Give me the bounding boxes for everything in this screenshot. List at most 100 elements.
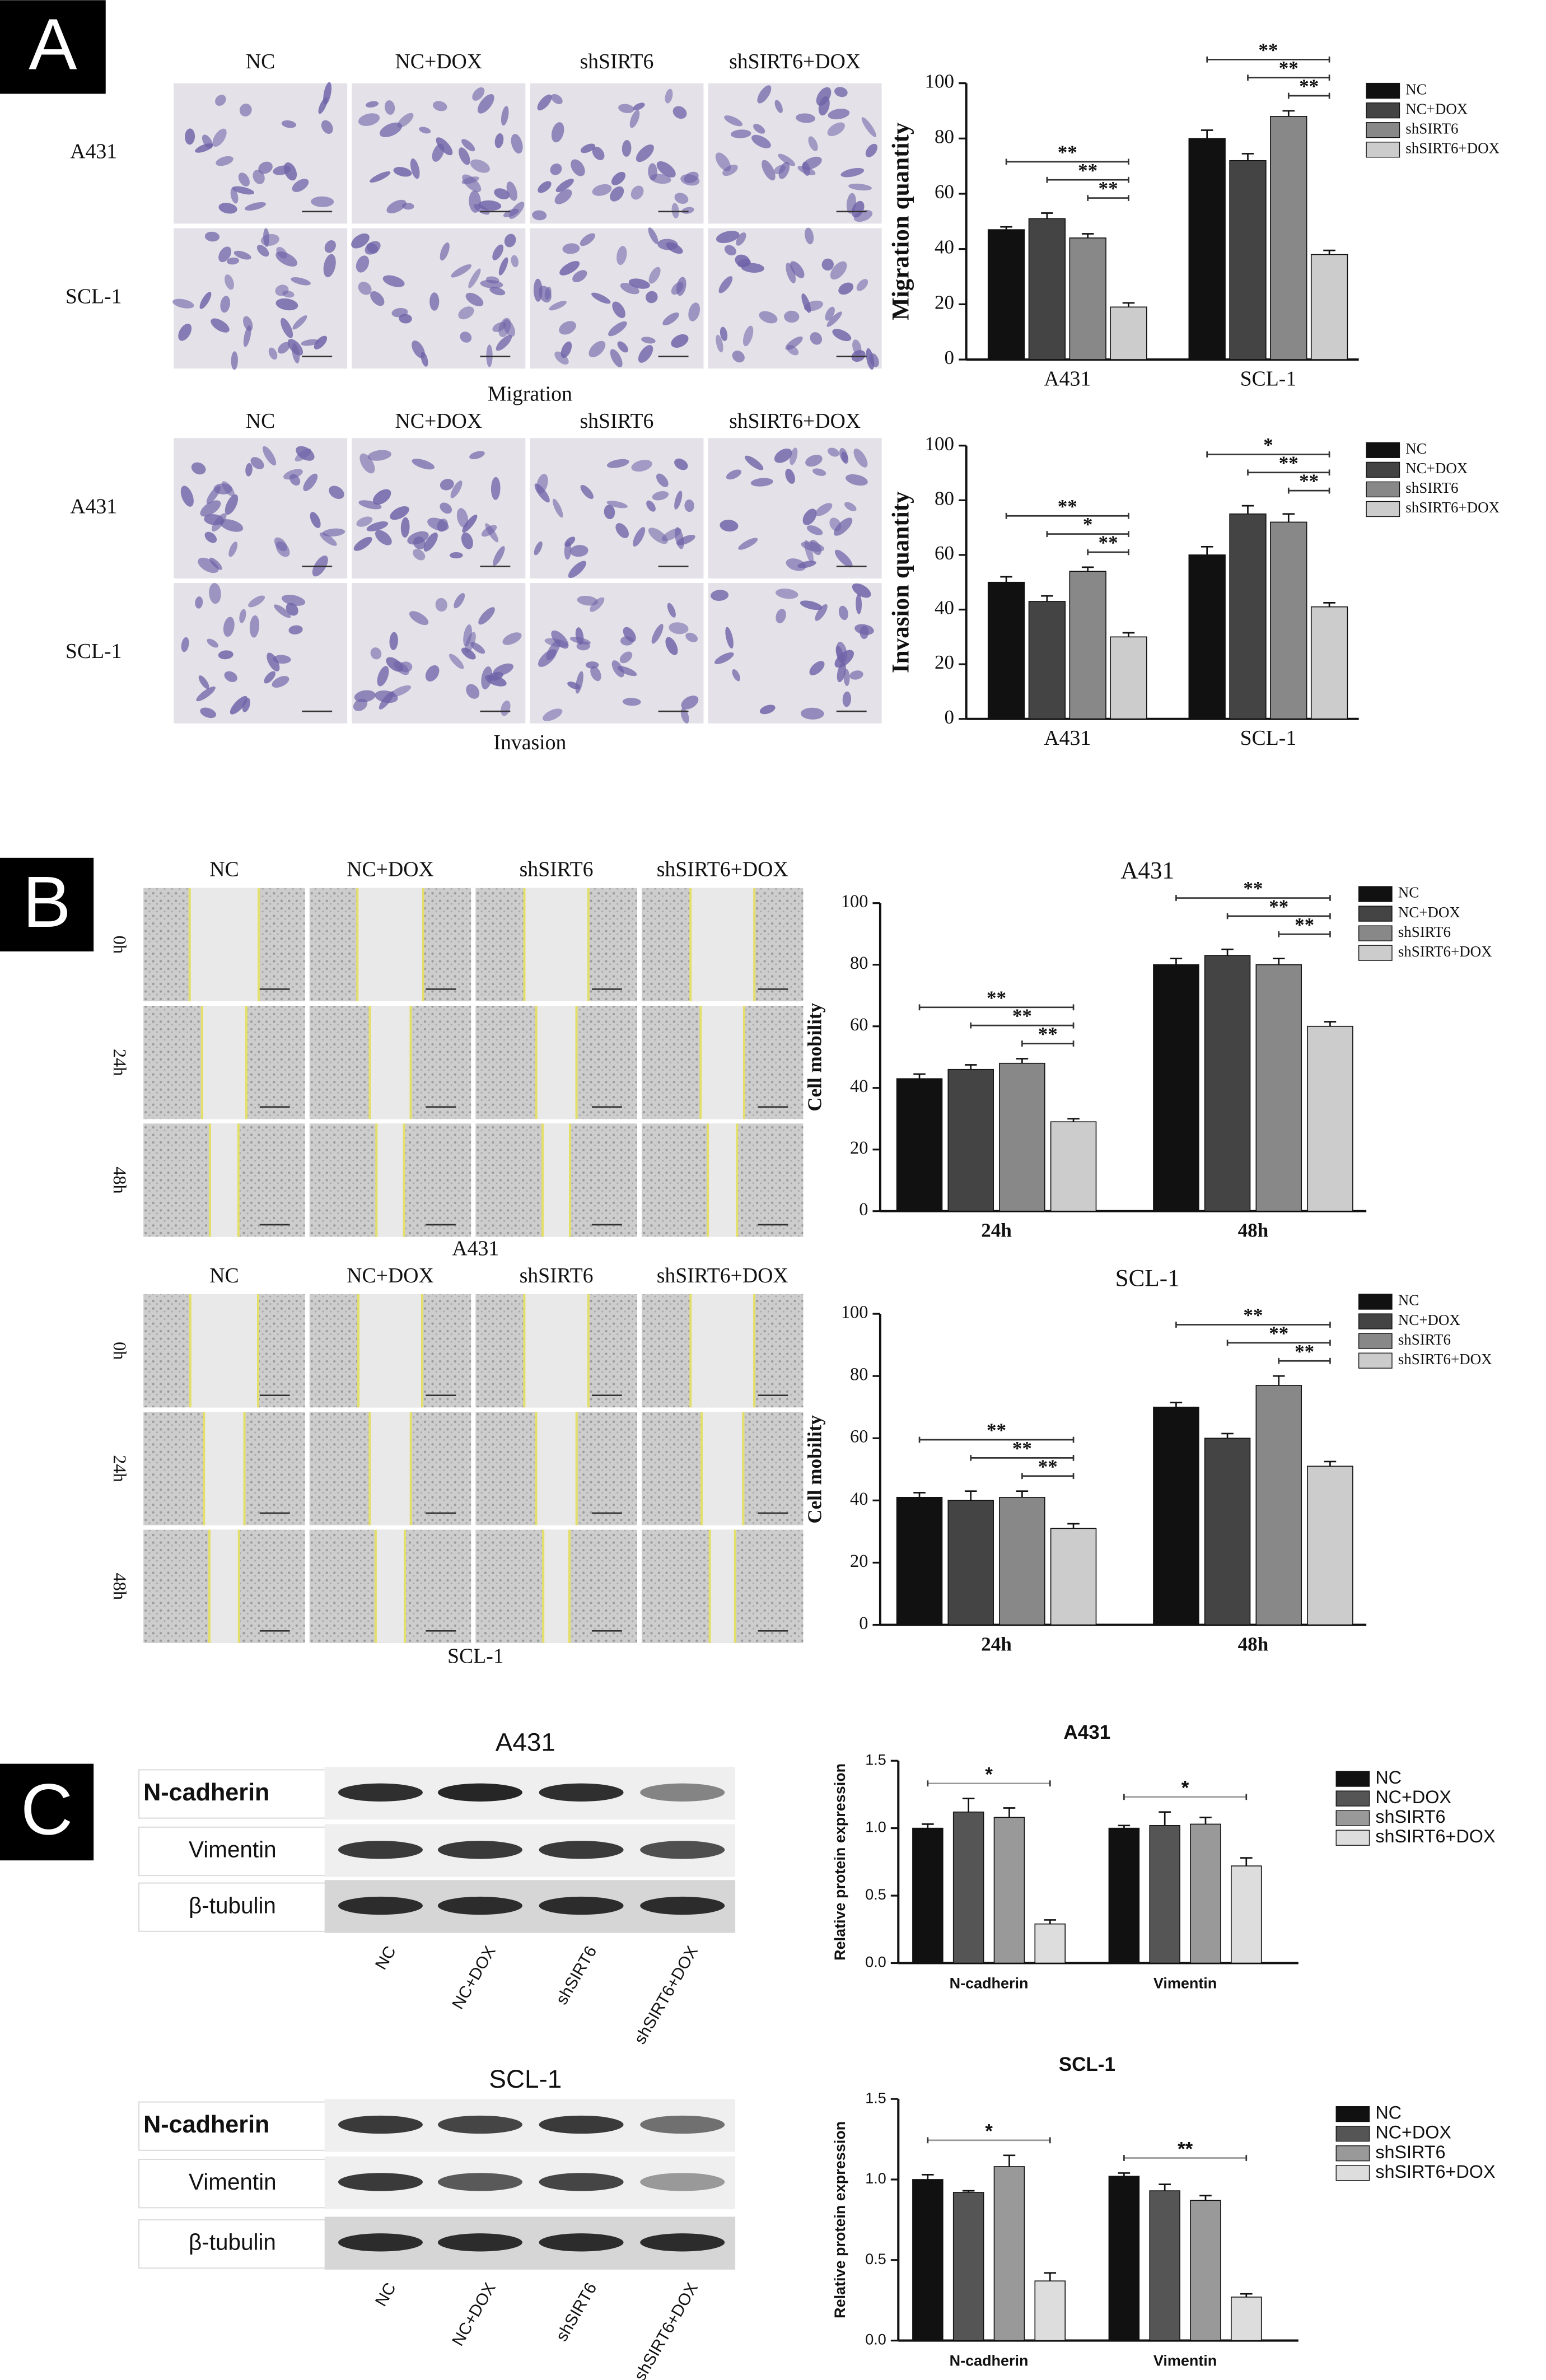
cell xyxy=(243,316,253,332)
protein-label: β-tubulin xyxy=(189,2229,276,2255)
cell xyxy=(633,102,645,110)
panel-label: B xyxy=(22,862,71,942)
column-header: NC+DOX xyxy=(395,409,482,433)
cell xyxy=(459,147,470,165)
cell xyxy=(239,609,246,623)
cell xyxy=(724,245,736,256)
x-tick-label: Vimentin xyxy=(1153,2352,1217,2369)
cell xyxy=(684,171,699,184)
cell xyxy=(612,301,625,318)
grid-caption: A431 xyxy=(452,1237,499,1261)
blot-band xyxy=(640,2115,725,2134)
legend-swatch xyxy=(1358,1333,1393,1349)
y-tick-label: 1.0 xyxy=(865,1819,886,1836)
y-tick-label: 60 xyxy=(850,1426,868,1446)
cell xyxy=(511,134,523,154)
cell xyxy=(716,231,740,244)
legend-label: NC xyxy=(1405,81,1426,97)
cell xyxy=(561,341,572,358)
cell xyxy=(274,604,291,618)
bar xyxy=(1028,601,1066,720)
y-tick-label: 100 xyxy=(924,71,954,92)
y-axis-label: Relative protein expression xyxy=(832,1763,848,1961)
cell xyxy=(450,480,463,498)
column-header: NC+DOX xyxy=(395,50,482,73)
cell xyxy=(329,486,344,500)
bar xyxy=(912,1827,944,1964)
cell xyxy=(616,246,627,265)
cell xyxy=(366,521,389,531)
bar xyxy=(1069,237,1106,360)
bar xyxy=(1310,254,1348,360)
wound-gap xyxy=(701,1412,744,1525)
cell xyxy=(648,267,661,284)
legend-label: NC+DOX xyxy=(1398,904,1460,921)
cell xyxy=(656,473,669,487)
y-tick-label: 40 xyxy=(850,1488,868,1509)
label-box xyxy=(138,1882,336,1932)
cell xyxy=(485,276,499,284)
column-header: shSIRT6 xyxy=(580,409,653,433)
cell xyxy=(810,332,823,345)
cell xyxy=(230,188,239,204)
cell xyxy=(496,335,512,351)
cell xyxy=(478,200,502,211)
bar xyxy=(1270,116,1307,360)
cell xyxy=(413,549,426,561)
cell xyxy=(356,255,370,273)
legend-swatch xyxy=(1335,2126,1370,2142)
bar xyxy=(952,1811,984,1964)
cell xyxy=(821,258,834,271)
cell xyxy=(801,707,824,720)
protein-label: β-tubulin xyxy=(189,1892,276,1918)
column-header: shSIRT6+DOX xyxy=(657,858,788,881)
cell xyxy=(619,651,633,664)
cell xyxy=(196,686,216,702)
chart: SCL-1 0.0 0.5 1.0 1.5 Relative protein expres… xyxy=(832,2054,1496,2369)
y-tick-label: 80 xyxy=(935,125,954,147)
cell xyxy=(853,209,873,222)
y-tick-label: 80 xyxy=(935,487,954,509)
cell xyxy=(674,458,688,470)
cell xyxy=(286,603,298,616)
column-header: shSIRT6+DOX xyxy=(729,50,861,73)
wound-gap xyxy=(209,1529,239,1643)
wound-gap xyxy=(370,1412,411,1525)
cell xyxy=(245,463,253,477)
bar xyxy=(987,581,1025,720)
y-tick-label: 0.5 xyxy=(865,1886,886,1903)
cell xyxy=(751,134,771,148)
cell xyxy=(209,583,221,604)
cell xyxy=(469,451,485,460)
cell xyxy=(273,165,291,175)
cell xyxy=(281,120,296,128)
cell xyxy=(534,483,550,503)
wound-gap xyxy=(543,1529,569,1643)
bar xyxy=(1190,2200,1221,2341)
cell xyxy=(834,650,854,668)
cell xyxy=(827,122,845,137)
cell xyxy=(258,161,273,174)
cell xyxy=(778,153,796,166)
column-header: NC xyxy=(246,409,275,433)
cell xyxy=(200,707,217,718)
cell xyxy=(590,666,601,682)
y-tick-label: 80 xyxy=(850,1364,868,1384)
cell xyxy=(289,474,301,486)
y-tick-label: 0.0 xyxy=(865,2331,886,2348)
cell xyxy=(786,262,796,284)
cell xyxy=(249,615,260,638)
cell xyxy=(503,208,519,218)
cell xyxy=(568,561,586,578)
cell xyxy=(303,473,318,491)
cell xyxy=(592,184,612,196)
cell xyxy=(377,666,389,687)
cell xyxy=(796,113,816,123)
cell xyxy=(835,645,844,664)
legend-swatch xyxy=(1358,1313,1393,1329)
cell xyxy=(834,87,848,97)
significance-label: ** xyxy=(1178,2138,1193,2160)
cell xyxy=(501,106,509,126)
y-tick-label: 60 xyxy=(935,181,954,203)
cell xyxy=(834,549,853,568)
